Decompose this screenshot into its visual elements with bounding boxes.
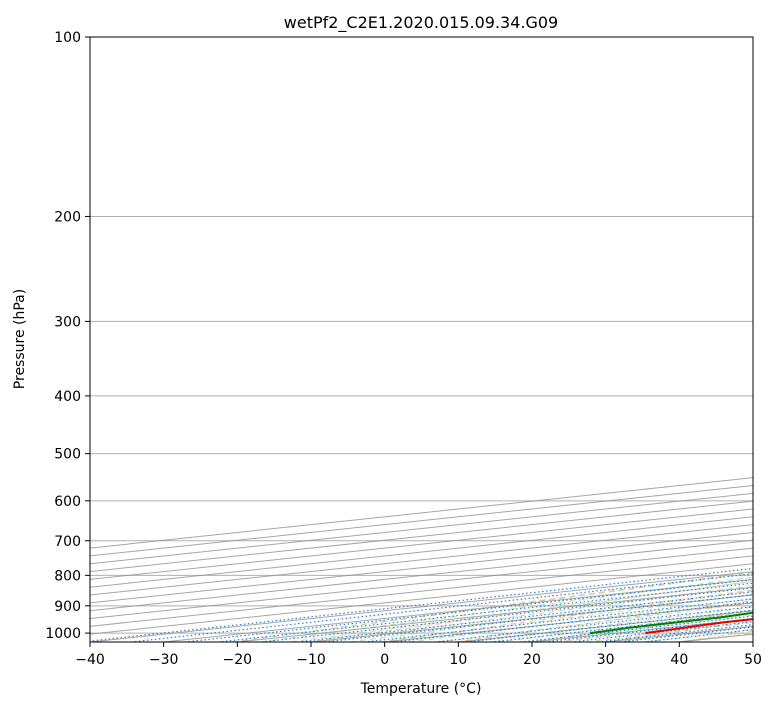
mixing-ratio-line [90,567,753,642]
isotherm [90,524,753,596]
y-tick-label: 900 [54,599,81,615]
y-tick-label: 600 [54,494,81,510]
chart-title: wetPf2_C2E1.2020.015.09.34.G09 [284,13,558,33]
x-tick-label: 10 [449,652,467,668]
mixing-ratio-line [434,606,753,642]
x-tick-label: 20 [523,652,541,668]
moist-adiabat [255,576,753,642]
mixing-ratio-line [392,601,753,642]
isotherm [90,531,753,604]
y-tick-label: 1000 [45,626,81,642]
isotherm [90,500,753,573]
isotherm [90,492,753,565]
moist-adiabat [374,593,753,642]
mixing-ratio-line [363,598,753,642]
x-tick-label: −40 [75,652,105,668]
isotherm [90,485,753,557]
mixing-ratio-line [130,573,753,642]
x-tick-label: 40 [670,652,688,668]
x-tick-label: −10 [296,652,326,668]
x-tick-label: −30 [149,652,179,668]
y-tick-label: 400 [54,389,81,405]
isotherm [90,477,753,549]
y-axis-title: Pressure (hPa) [12,289,28,389]
isotherm [90,508,753,580]
y-tick-label: 800 [54,568,81,584]
y-tick-label: 500 [54,447,81,463]
plot-frame [89,36,754,643]
isotherm [90,539,753,612]
isotherm [90,516,753,588]
plot-area: -100-90-80-70-60-50-40-30-20-10010203040… [90,37,753,642]
y-tick-label: 200 [54,209,81,225]
x-tick-label: 30 [597,652,615,668]
x-axis-title: Temperature (°C) [360,681,482,697]
y-tick-label: 300 [54,314,81,330]
mixing-ratio-lines [90,567,753,642]
x-tick-label: −20 [223,652,253,668]
moist-adiabat [285,580,753,642]
y-tick-label: 700 [54,534,81,550]
x-tick-label: 0 [380,652,389,668]
isotherms [90,477,753,642]
y-tick-label: 100 [54,30,81,46]
x-tick-label: 50 [744,652,762,668]
axes: −40 −30 −20 −10 0 10 20 30 40 50 100 200 300 400 500 60… [45,30,762,668]
